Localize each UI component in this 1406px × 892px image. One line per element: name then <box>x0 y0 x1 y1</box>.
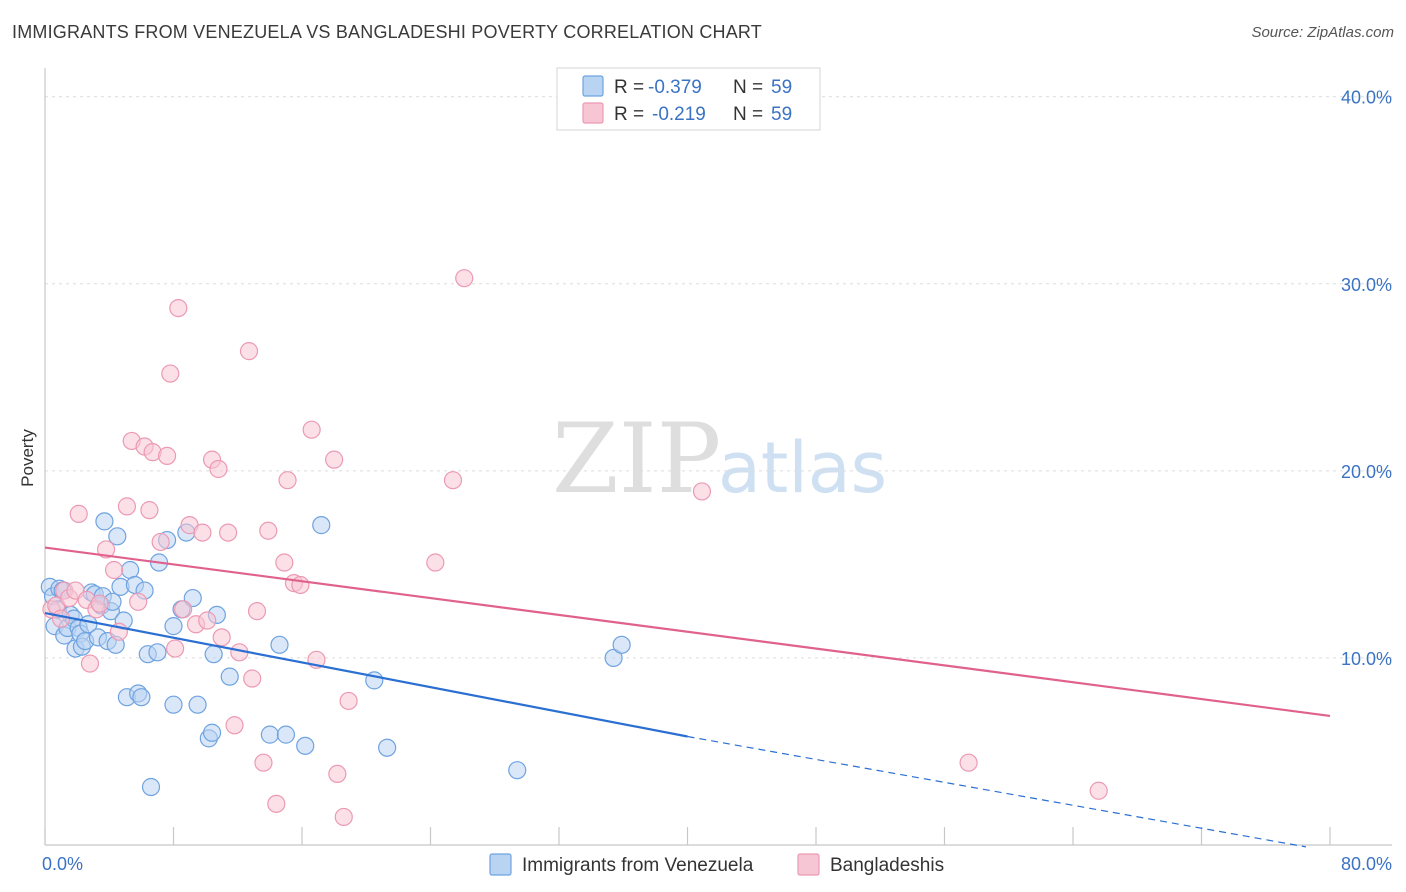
axes <box>44 68 1392 846</box>
legend-n-label-venezuela: N = <box>733 77 763 98</box>
point-s1-39 <box>254 753 273 772</box>
trend-line-s1 <box>44 546 1331 718</box>
point-s1-43 <box>278 471 297 490</box>
legend-n-label-bangladeshi: N = <box>733 104 763 125</box>
point-s0-55 <box>312 516 331 535</box>
watermark-zip: ZIP <box>552 403 721 515</box>
x-ticks <box>44 827 1331 845</box>
point-s1-6 <box>69 504 88 523</box>
y-tick-label-0: 10.0% <box>1341 649 1392 669</box>
point-s1-11 <box>96 540 116 559</box>
point-s0-40 <box>164 617 183 636</box>
point-s1-14 <box>117 497 137 516</box>
trend-extension-s0 <box>687 735 1307 848</box>
point-s1-16 <box>129 592 148 611</box>
series-venezuela-points <box>40 512 631 797</box>
watermark-atlas: atlas <box>718 427 887 509</box>
point-s1-48 <box>325 450 344 469</box>
legend-swatch-venezuela <box>582 75 604 97</box>
point-s0-59 <box>604 648 623 668</box>
point-s1-42 <box>275 553 294 572</box>
series-legend: Immigrants from Venezuela Bangladeshis <box>489 853 944 876</box>
point-s1-28 <box>193 523 212 542</box>
point-s1-12 <box>104 560 124 580</box>
legend-key-venezuela <box>489 853 512 876</box>
point-s1-22 <box>161 364 180 383</box>
point-s1-36 <box>239 342 259 361</box>
y-tick-label-3: 40.0% <box>1341 88 1392 108</box>
point-s1-31 <box>209 459 228 479</box>
point-s0-33 <box>132 688 151 707</box>
point-s1-57 <box>1089 781 1108 800</box>
point-s1-45 <box>291 575 310 595</box>
legend-n-value-venezuela: 59 <box>771 77 792 98</box>
point-s0-26 <box>108 527 127 546</box>
point-s1-40 <box>259 521 278 540</box>
stats-legend: R = -0.379 N = 59 R = -0.219 N = 59 <box>556 67 821 131</box>
point-s1-51 <box>339 691 358 711</box>
legend-r-label-venezuela: R = <box>614 77 644 98</box>
point-s1-8 <box>80 654 100 673</box>
point-s0-38 <box>148 643 167 662</box>
point-s1-55 <box>692 482 712 501</box>
point-s1-32 <box>212 628 231 647</box>
legend-r-label-bangladeshi: R = <box>614 104 644 125</box>
point-s1-37 <box>243 669 262 688</box>
point-s0-54 <box>296 736 315 755</box>
point-s1-21 <box>157 446 177 465</box>
legend-swatch-bangladeshi <box>582 102 604 124</box>
point-s1-10 <box>90 594 109 613</box>
point-s1-25 <box>174 600 193 619</box>
point-s0-21 <box>95 512 114 531</box>
series-bangladeshi-points <box>42 269 1108 827</box>
point-s0-45 <box>188 695 207 714</box>
point-s0-51 <box>260 725 279 744</box>
point-s0-48 <box>204 645 223 664</box>
x-tick-label-min: 0.0% <box>42 854 83 874</box>
trend-lines <box>44 546 1331 848</box>
legend-r-value-bangladeshi: -0.219 <box>652 104 706 125</box>
y-tick-label-2: 30.0% <box>1341 275 1392 295</box>
point-s1-53 <box>443 471 463 490</box>
y-tick-labels: 10.0% 20.0% 30.0% 40.0% <box>1341 88 1392 669</box>
point-s0-53 <box>276 725 296 744</box>
point-s0-57 <box>378 738 397 757</box>
chart-title: IMMIGRANTS FROM VENEZUELA VS BANGLADESHI… <box>12 22 763 42</box>
legend-label-venezuela: Immigrants from Venezuela <box>522 855 754 876</box>
point-s0-60 <box>612 635 631 654</box>
point-s1-54 <box>455 269 474 288</box>
x-tick-label-max: 80.0% <box>1341 854 1392 874</box>
point-s1-18 <box>140 501 159 520</box>
point-s1-49 <box>328 764 347 784</box>
point-s0-52 <box>270 635 289 654</box>
point-s0-36 <box>141 777 161 797</box>
y-axis-title: Poverty <box>18 429 37 487</box>
point-s1-24 <box>169 299 188 318</box>
point-s1-41 <box>267 794 286 813</box>
point-s1-2 <box>51 609 71 628</box>
point-s1-46 <box>302 420 321 439</box>
point-s1-33 <box>219 523 238 542</box>
point-s1-34 <box>225 716 244 735</box>
point-s1-56 <box>959 753 978 772</box>
point-s1-20 <box>151 532 170 552</box>
point-s0-58 <box>508 761 527 780</box>
gridlines <box>45 96 1392 659</box>
legend-r-value-venezuela: -0.379 <box>648 77 702 98</box>
trend-line-s0 <box>44 611 688 738</box>
point-s1-29 <box>198 611 217 630</box>
point-s0-41 <box>164 695 183 714</box>
legend-key-bangladeshi <box>797 853 820 876</box>
source-credit: Source: ZipAtlas.com <box>1251 24 1394 41</box>
point-s1-38 <box>247 602 267 621</box>
point-s1-50 <box>334 807 353 827</box>
legend-n-value-bangladeshi: 59 <box>771 104 792 125</box>
point-s1-52 <box>426 553 445 572</box>
y-tick-label-1: 20.0% <box>1341 462 1392 482</box>
point-s1-23 <box>166 639 185 658</box>
point-s0-50 <box>220 667 239 686</box>
legend-label-bangladeshi: Bangladeshis <box>830 855 944 876</box>
point-s0-47 <box>202 723 222 742</box>
